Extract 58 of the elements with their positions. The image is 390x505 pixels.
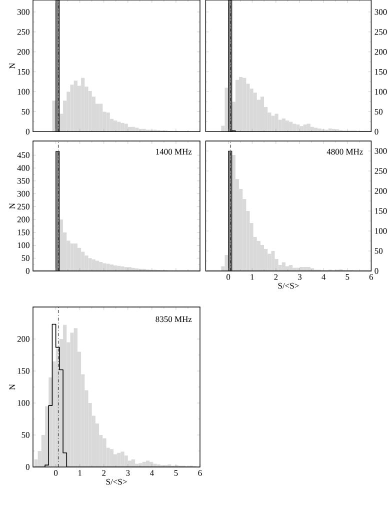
y-tick-label: 100 [18,242,30,248]
x-tick-label: 0 [54,470,58,476]
y-tick-label: 150 [375,68,387,75]
x-tick-label: 5 [174,470,178,476]
x-tick-label: 2 [274,274,278,280]
y-tick-label: 300 [17,190,30,197]
text: 4800 MHz [326,148,363,155]
y-tick-label: 300 [374,148,387,154]
y-tick-label: 250 [17,204,30,210]
y-tick-label: 400 [17,165,30,171]
x-tick-label: 2 [102,470,106,476]
x-tick-label: 4 [150,470,154,476]
y-axis-title: N [9,203,16,209]
y-tick-label: 0 [26,464,30,470]
x-tick-label: 1 [78,470,82,476]
x-tick-label: 3 [298,274,302,280]
y-tick-label: 50 [22,255,30,261]
y-tick-label: 300 [17,9,30,15]
x-tick-label: 6 [198,470,202,476]
x-tick-label: 3 [126,470,130,476]
y-tick-label: 0 [26,268,30,274]
x-tick-label: 6 [369,274,374,280]
y-tick-label: 250 [17,29,30,35]
y-tick-label: 150 [18,230,30,236]
y-tick-label: 200 [374,188,387,194]
y-tick-label: 150 [375,208,387,214]
y-tick-label: 350 [17,178,30,184]
y-axis-title: N [9,384,16,390]
y-tick-label: 450 [17,152,30,158]
y-tick-label: 50 [22,432,30,438]
x-axis-title: S/<S> [106,478,127,485]
y-tick-label: 250 [374,168,387,174]
y-tick-label: 200 [17,336,30,342]
x-tick-label: 1 [250,274,254,280]
x-tick-label: 4 [322,274,326,280]
x-axis-title: S/<S> [278,282,299,289]
y-tick-label: 150 [18,368,30,374]
y-tick-label: 250 [374,29,387,35]
text: 8350 MHz [156,316,192,322]
y-tick-label: 200 [374,49,387,55]
y-axis-title: N [9,62,16,69]
y-tick-label: 50 [374,248,383,254]
y-tick-label: 0 [26,128,30,135]
y-tick-label: 100 [375,228,387,234]
y-tick-label: 50 [22,108,30,115]
x-tick-label: 0 [226,274,230,280]
y-tick-label: 0 [374,128,378,135]
y-tick-label: 0 [374,268,378,274]
y-tick-label: 100 [375,88,387,95]
y-tick-label: 300 [374,9,387,15]
y-tick-label: 200 [17,49,30,55]
text: 1400 MHz [156,148,192,155]
y-tick-label: 50 [374,108,383,115]
y-tick-label: 100 [18,88,30,95]
y-tick-label: 150 [18,68,30,75]
x-tick-label: 5 [346,274,350,280]
y-tick-label: 200 [17,216,30,222]
y-tick-label: 100 [18,400,30,406]
